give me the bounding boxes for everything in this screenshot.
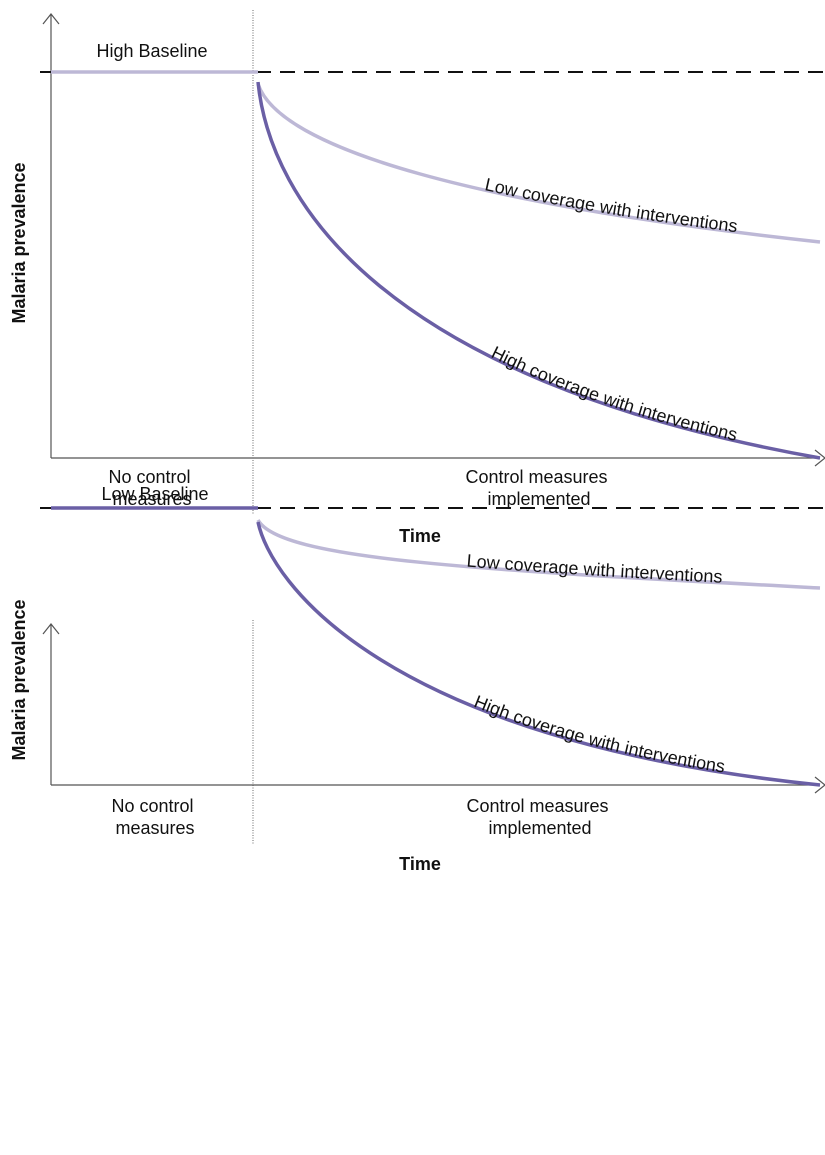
baseline-label: High Baseline bbox=[96, 41, 207, 61]
phase-label-after-line2: implemented bbox=[487, 489, 590, 509]
series-high-coverage-label-text: High coverage with interventions bbox=[471, 691, 726, 776]
phase-label-before: No control measures bbox=[111, 796, 198, 838]
baseline-label: Low Baseline bbox=[101, 484, 208, 504]
x-axis-arrowhead bbox=[814, 449, 825, 467]
series-high-coverage-label-text: High coverage with interventions bbox=[488, 342, 739, 445]
x-axis-label: Time bbox=[399, 526, 441, 546]
x-axis-arrowhead bbox=[814, 776, 825, 794]
series-low-coverage-line bbox=[256, 518, 822, 590]
series-high-coverage-label: High coverage with interventions bbox=[488, 342, 739, 445]
phase-label-before-line1: No control bbox=[111, 796, 193, 816]
phase-label-before-line1: No control bbox=[108, 467, 190, 487]
y-axis-label: Malaria prevalence bbox=[9, 599, 29, 760]
series-high-coverage-label: High coverage with interventions bbox=[471, 691, 726, 776]
phase-label-after: Control measures implemented bbox=[466, 796, 613, 838]
series-low-coverage-label: Low coverage with interventions bbox=[483, 174, 739, 236]
phase-label-after-line1: Control measures bbox=[466, 796, 608, 816]
phase-label-before-line2: measures bbox=[115, 818, 194, 838]
y-axis-label: Malaria prevalence bbox=[9, 162, 29, 323]
phase-label-after-line1: Control measures bbox=[465, 467, 607, 487]
y-axis-arrowhead bbox=[42, 623, 60, 635]
phase-label-before: No control measures bbox=[108, 467, 195, 509]
x-axis-label: Time bbox=[399, 854, 441, 874]
series-low-coverage-label-text: Low coverage with interventions bbox=[483, 174, 739, 236]
y-axis-arrowhead bbox=[42, 13, 60, 25]
phase-label-after: Control measures implemented bbox=[465, 467, 612, 509]
series-low-coverage-label-text: Low coverage with interventions bbox=[466, 551, 723, 587]
series-high-coverage-line bbox=[256, 80, 822, 460]
phase-label-after-line2: implemented bbox=[488, 818, 591, 838]
chart-high-baseline: High Baseline Low coverage with interven… bbox=[9, 10, 825, 546]
series-low-coverage-label: Low coverage with interventions bbox=[466, 551, 723, 587]
phase-label-before-line2: measures bbox=[112, 489, 191, 509]
